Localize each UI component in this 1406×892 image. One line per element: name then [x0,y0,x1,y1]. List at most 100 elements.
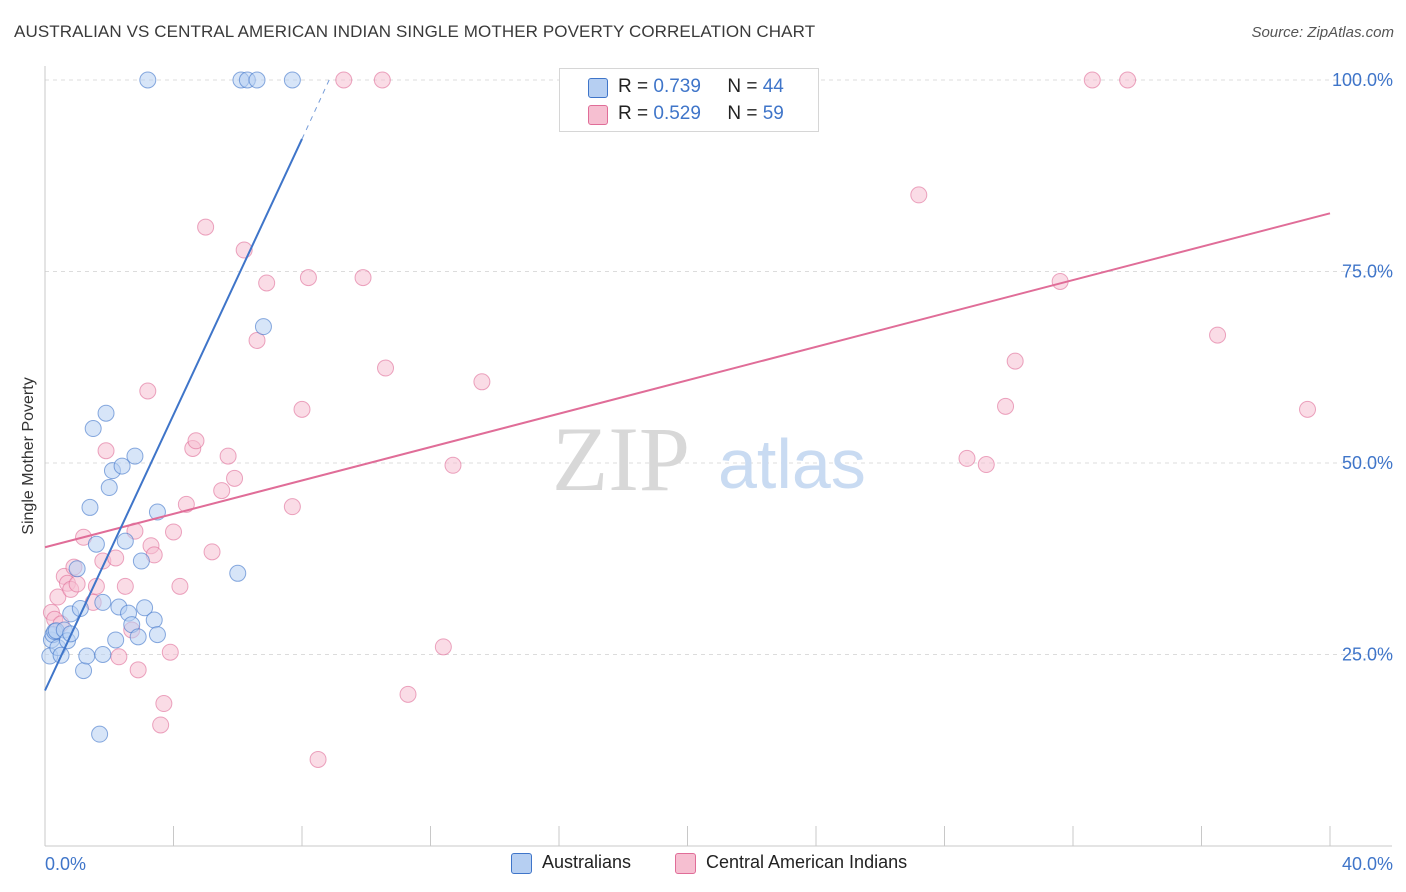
legend-n-label: N = [727,103,758,124]
data-point-australians [145,611,163,629]
data-point-central [177,495,195,513]
data-point-central [116,577,134,595]
gridlines [45,79,1390,655]
data-point-central [399,685,417,703]
data-point-central [444,456,462,474]
data-point-australians [132,552,150,570]
data-point-central [958,449,976,467]
chart-title: AUSTRALIAN VS CENTRAL AMERICAN INDIAN SI… [14,22,816,41]
data-point-australians [107,631,125,649]
trend-line-australians [44,138,303,691]
legend-n-label: N = [727,76,758,97]
data-point-central [299,269,317,287]
data-point-australians [94,646,112,663]
data-point-australians [116,532,134,550]
legend-swatch-central [588,105,608,125]
y-tick-label: 100.0% [1332,70,1393,90]
data-point-central [187,432,205,450]
data-point-australians [81,498,99,516]
data-point-central [377,359,395,377]
data-point-central [977,456,995,474]
data-point-central [1299,400,1317,418]
data-point-australians [283,71,301,89]
data-point-central [110,648,128,666]
data-point-central [171,577,189,595]
x-tick-label: 40.0% [1342,854,1393,874]
data-point-australians [100,479,118,497]
data-point-central [129,661,147,679]
data-point-australians [136,599,154,617]
bottom-legend-swatch-australians [511,853,532,874]
data-point-central [283,498,301,516]
data-point-central [1006,352,1024,370]
australians-points [41,71,301,743]
data-point-australians [113,457,131,475]
trend-line-australians-extension [301,75,332,140]
y-tick-label: 75.0% [1342,262,1393,282]
data-point-central [373,71,391,89]
data-point-central [203,543,221,561]
data-point-central [226,469,244,487]
data-point-central [473,373,491,391]
data-point-central [1209,326,1227,344]
trend-lines [44,75,1331,691]
legend-r-value-central: 0.529 [653,103,701,124]
data-point-australians [91,725,109,743]
data-point-australians [94,593,112,611]
data-point-central [213,482,231,500]
source-label: Source: ZipAtlas.com [1251,24,1394,41]
data-point-central [97,442,115,460]
data-point-central [335,71,353,89]
data-point-central [309,750,327,768]
data-point-central [219,447,237,465]
central-american-indians-points [42,71,1317,768]
legend-r-label: R = [618,76,649,97]
data-point-central [434,638,452,656]
data-point-australians [84,420,102,438]
legend-r-value-australians: 0.739 [653,76,701,97]
data-point-central [165,523,182,541]
y-axis-label: Single Mother Poverty [20,377,37,534]
data-point-central [139,382,157,400]
data-point-central [155,695,173,713]
legend-n-value-australians: 44 [762,76,784,97]
data-point-australians [75,662,93,680]
data-point-central [152,716,170,734]
data-point-central [997,397,1015,415]
y-tick-label: 50.0% [1342,453,1393,473]
data-point-central [68,575,86,593]
data-point-australians [97,404,115,422]
correlation-legend: R = 0.739 N = 44 R = 0.529 N = 59 [559,68,819,132]
data-point-central [1083,71,1101,89]
y-tick-label: 25.0% [1342,645,1393,665]
data-point-central [1119,71,1137,89]
data-point-australians [148,626,166,644]
data-point-australians [254,318,272,336]
data-point-australians [248,71,266,89]
tick-labels: 25.0% 50.0% 75.0% 100.0% 0.0% 40.0% [45,70,1393,874]
data-point-central [293,400,311,418]
watermark-zip: ZIP [552,408,690,510]
data-point-australians [68,560,86,578]
data-point-australians [139,71,157,89]
trend-line-central [44,212,1331,549]
data-point-central [161,643,179,661]
data-point-central [49,588,67,606]
bottom-legend-swatch-central [675,853,696,874]
data-point-australians [87,535,105,553]
watermark: ZIP atlas [552,408,866,510]
data-point-central [197,218,215,236]
bottom-legend-label-central: Central American Indians [706,852,908,872]
axes [44,66,1392,847]
data-point-central [354,269,372,287]
legend-swatch-australians [588,78,608,98]
data-point-australians [126,447,144,465]
data-point-central [258,274,276,292]
bottom-legend-label-australians: Australians [542,852,632,872]
data-point-australians [78,647,96,665]
watermark-atlas: atlas [718,425,866,503]
legend-r-label: R = [618,103,649,124]
data-point-central [910,186,928,204]
legend-n-value-central: 59 [762,103,784,124]
